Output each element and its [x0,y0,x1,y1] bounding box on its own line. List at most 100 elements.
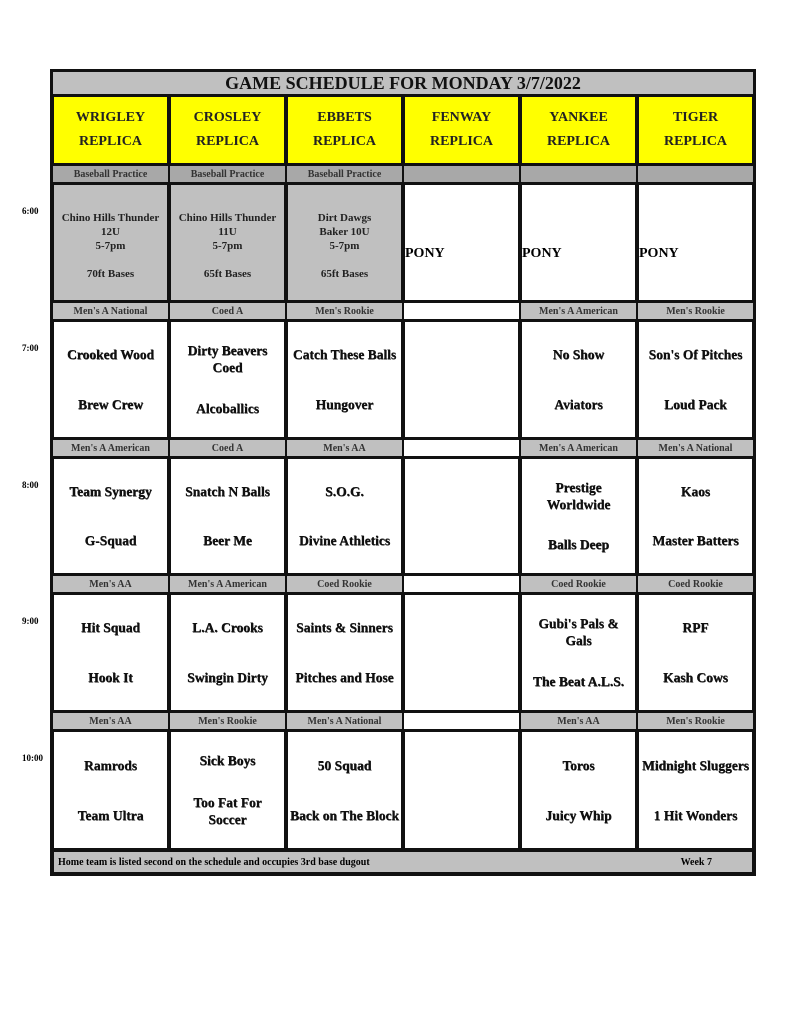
away-team: Catch These Balls [292,347,397,363]
practice-line: 5-7pm [212,240,243,252]
division-label [403,439,520,457]
game-cell: Ramrods Team Ultra [52,730,169,850]
division-label: Coed Rookie [520,575,637,593]
practice-line: 12U [101,226,120,238]
time-label: 8:00 [22,480,39,490]
division-label: Men's AA [52,575,169,593]
game-cell: Midnight Sluggers 1 Hit Wonders [637,730,754,850]
footer-week: Week 7 [680,856,712,868]
away-team: Dirty Beavers Coed [187,343,268,375]
time-label: 6:00 [22,206,39,216]
division-label: Baseball Practice [286,165,403,183]
practice-line: 5-7pm [329,240,360,252]
game-cell: Snatch N Balls Beer Me [169,457,286,575]
home-team: Brew Crew [77,396,144,412]
away-team: Gubi's Pals & Gals [538,616,619,648]
field-name-line: YANKEE [549,110,608,125]
time-label: 9:00 [22,616,39,626]
game-cell: 50 Squad Back on The Block [286,730,403,850]
division-label: Men's A American [520,302,637,320]
division-label [403,302,520,320]
away-team: Team Synergy [69,484,152,499]
division-label: Men's Rookie [637,302,754,320]
game-cell: L.A. Crooks Swingin Dirty [169,593,286,712]
away-team: RPF [682,620,709,636]
game-cell: Hit Squad Hook It [52,593,169,712]
away-team: Midnight Sluggers [642,757,749,773]
field-header: FENWAY REPLICA [403,95,520,165]
away-team: No Show [552,347,605,363]
division-label [403,165,520,183]
away-team: Snatch N Balls [185,484,270,499]
division-label [403,712,520,730]
home-team: Master Batters [652,533,739,548]
home-team: Beer Me [203,533,252,548]
home-team: 1 Hit Wonders [653,807,738,823]
game-cell: No Show Aviators [520,320,637,439]
game-cell: Sick Boys Too Fat For Soccer [169,730,286,850]
division-label: Men's A National [52,302,169,320]
footer: Home team is listed second on the schedu… [52,850,754,874]
division-label: Coed A [169,302,286,320]
field-name-line: REPLICA [429,134,493,149]
home-team: Kash Cows [663,669,728,685]
away-team: 50 Squad [317,757,372,773]
division-label: Men's Rookie [286,302,403,320]
field-name-line: EBBETS [317,110,372,125]
practice-line: 11U [218,226,237,238]
away-team: Kaos [680,484,711,499]
home-team: Hungover [315,396,374,412]
away-team: Ramrods [83,757,137,773]
field-header: WRIGLEY REPLICA [52,95,169,165]
time-label: 10:00 [22,753,43,763]
field-name-line: REPLICA [546,134,610,149]
practice-cell: Chino Hills Thunder 11U 5-7pm 65ft Bases [169,183,286,302]
game-cell: Son's Of Pitches Loud Pack [637,320,754,439]
game-cell [403,457,520,575]
home-team: Too Fat For Soccer [193,794,262,827]
game-cell: Saints & Sinners Pitches and Hose [286,593,403,712]
game-cell [403,320,520,439]
division-label: Coed A [169,439,286,457]
game-cell: Toros Juicy Whip [520,730,637,850]
division-label: Men's AA [520,712,637,730]
home-team: The Beat A.L.S. [532,674,625,689]
practice-line: Chino Hills Thunder [178,212,277,224]
home-team: Back on The Block [290,807,399,823]
division-label: Men's Rookie [169,712,286,730]
time-label: 7:00 [22,343,39,353]
practice-line: 65ft Bases [320,268,369,280]
division-label: Men's Rookie [637,712,754,730]
game-cell: Catch These Balls Hungover [286,320,403,439]
practice-line: Baker 10U [319,226,370,238]
pony-cell: PONY [403,183,520,302]
away-team: Prestige Worldwide [546,479,611,512]
field-name-line: REPLICA [663,134,727,149]
away-team: L.A. Crooks [192,620,263,636]
division-label: Men's A American [169,575,286,593]
game-cell: Crooked Wood Brew Crew [52,320,169,439]
division-label: Men's AA [52,712,169,730]
game-cell: Prestige Worldwide Balls Deep [520,457,637,575]
away-team: Sick Boys [199,753,256,769]
home-team: Loud Pack [664,396,727,412]
pony-cell: PONY [520,183,637,302]
practice-cell: Dirt Dawgs Baker 10U 5-7pm 65ft Bases [286,183,403,302]
game-cell: Team Synergy G-Squad [52,457,169,575]
away-team: Toros [562,757,595,773]
division-label: Men's AA [286,439,403,457]
away-team: Hit Squad [81,620,140,636]
practice-line: 65ft Bases [203,268,252,280]
field-name-line: REPLICA [312,134,376,149]
field-name-line: REPLICA [78,134,142,149]
practice-line: Chino Hills Thunder [61,212,160,224]
home-team: Hook It [88,669,133,685]
home-team: Juicy Whip [545,807,612,823]
practice-line: Dirt Dawgs [317,212,372,224]
field-header: YANKEE REPLICA [520,95,637,165]
game-cell: RPF Kash Cows [637,593,754,712]
field-name-line: WRIGLEY [75,110,146,125]
division-label [403,575,520,593]
field-header: EBBETS REPLICA [286,95,403,165]
away-team: Crooked Wood [67,347,154,363]
